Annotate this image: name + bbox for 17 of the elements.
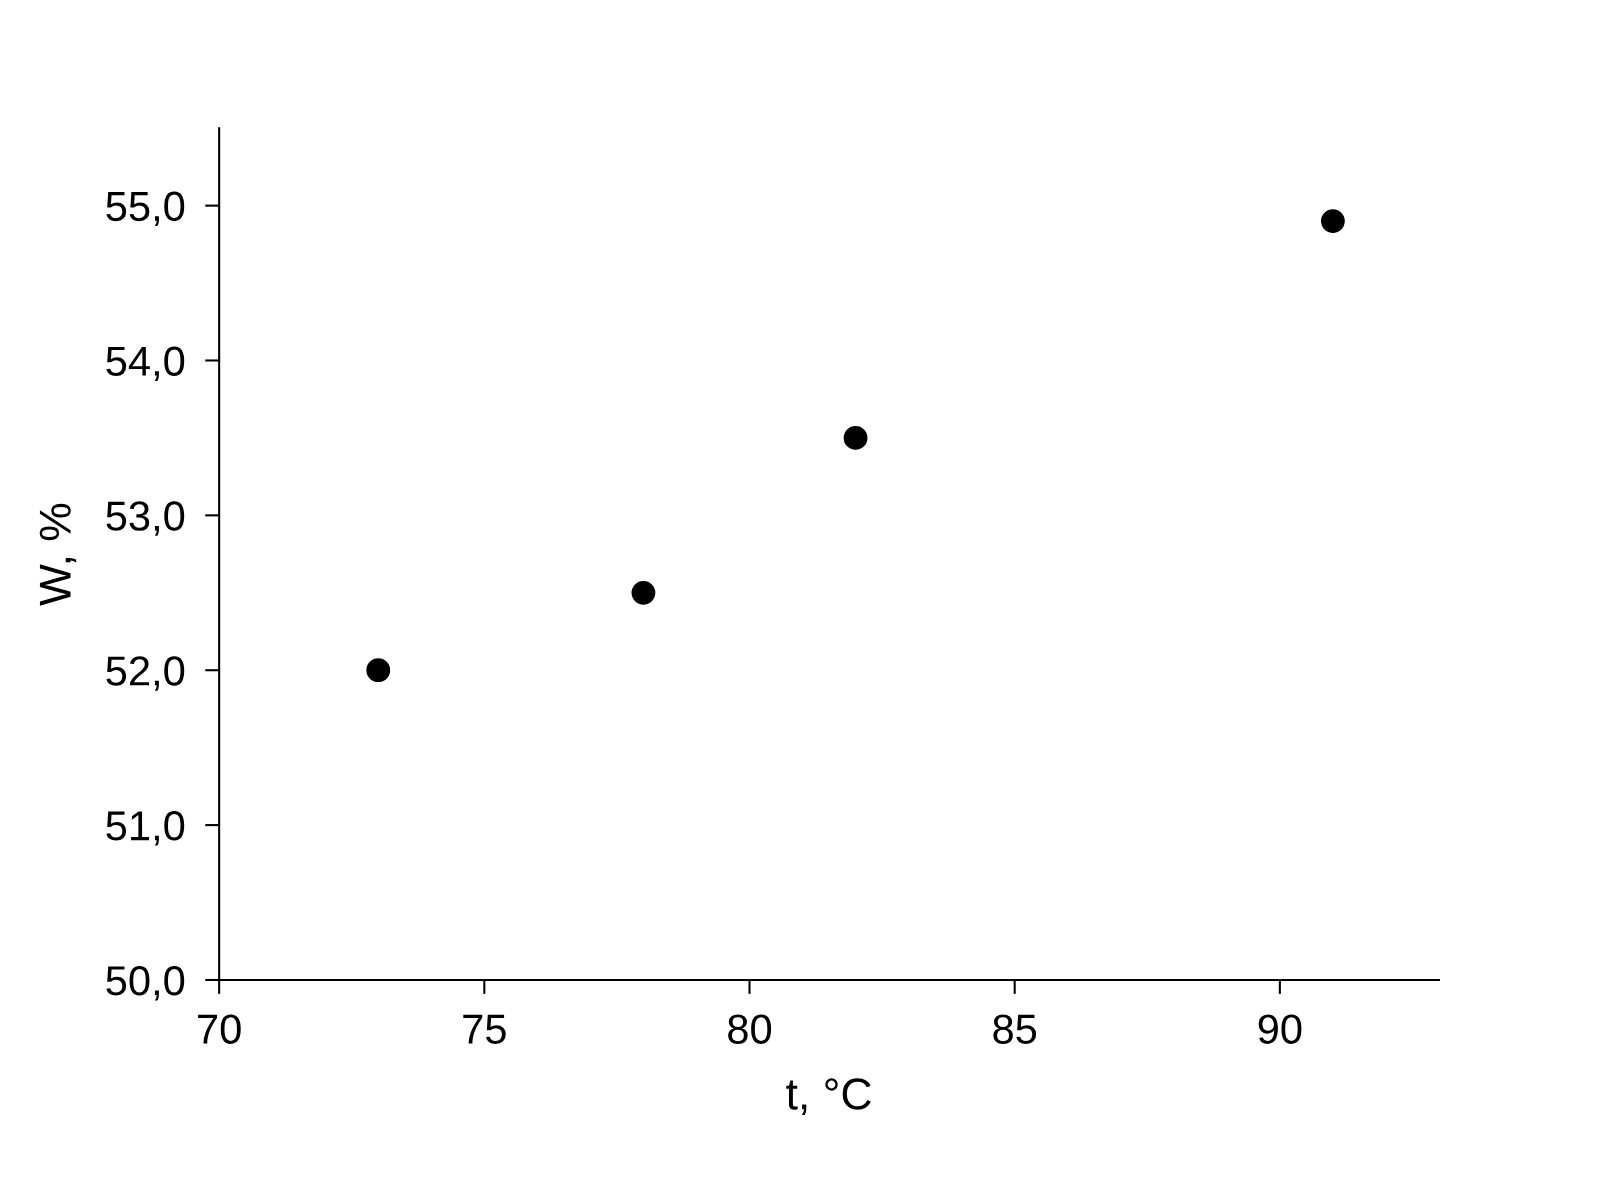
y-axis-title: W, % (39, 503, 77, 606)
x-tick-label: 90 (1258, 1014, 1302, 1044)
x-axis-title: t, °C (786, 1078, 871, 1116)
point (1321, 209, 1345, 233)
y-tick-label: 51,0 (106, 811, 185, 846)
x-tick-label: 75 (463, 1014, 506, 1044)
y-tick-label: 54,0 (106, 346, 185, 381)
point (631, 580, 656, 605)
y-tick-label: 50,0 (106, 965, 185, 1001)
y-tick-label: 53,0 (106, 501, 185, 536)
point (366, 658, 391, 683)
x-tick-label: 70 (198, 1014, 241, 1044)
y-tick-label: 55,0 (106, 191, 185, 227)
x-tick-label: 85 (993, 1014, 1037, 1044)
point (843, 426, 868, 450)
y-tick-label: 52,0 (106, 656, 185, 691)
x-tick-label: 80 (728, 1014, 772, 1044)
